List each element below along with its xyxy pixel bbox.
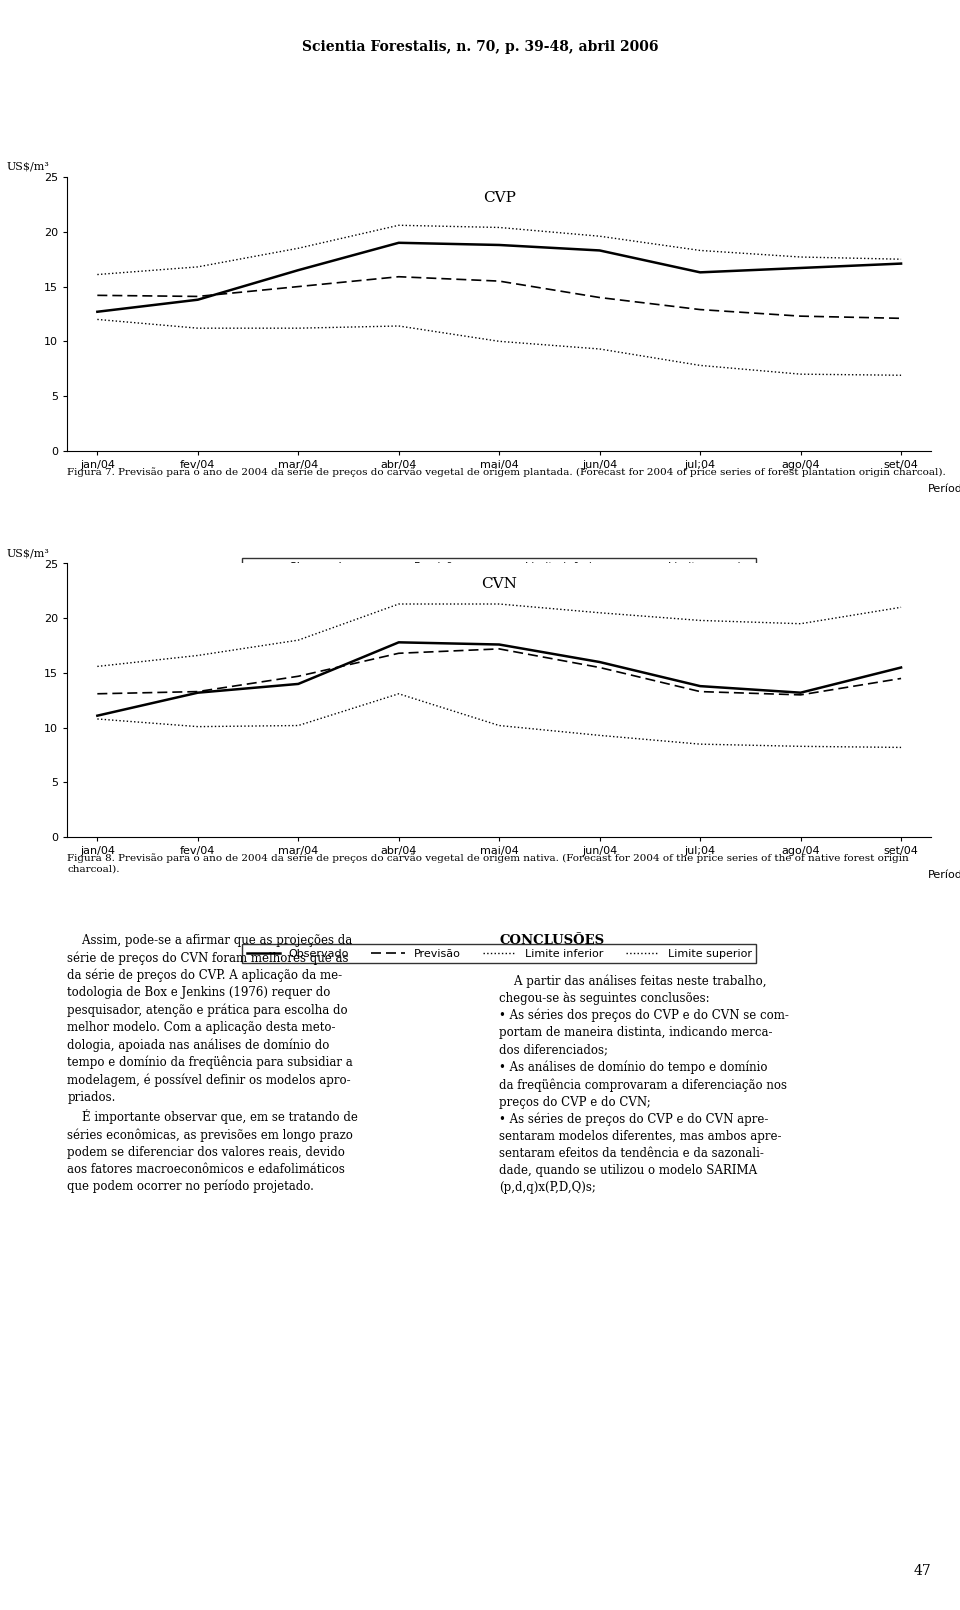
Text: CONCLUSÕES: CONCLUSÕES bbox=[499, 934, 605, 947]
Text: A partir das análises feitas neste trabalho,
chegou-se às seguintes conclusões:
: A partir das análises feitas neste traba… bbox=[499, 974, 789, 1195]
Text: 47: 47 bbox=[914, 1563, 931, 1578]
Text: CVP: CVP bbox=[483, 190, 516, 204]
Text: Figura 8. Previsão para o ano de 2004 da série de preços do carvão vegetal de or: Figura 8. Previsão para o ano de 2004 da… bbox=[67, 853, 909, 874]
Legend: Observado, Previsão, Limite inferior, Limite superior: Observado, Previsão, Limite inferior, Li… bbox=[242, 557, 756, 576]
Text: Scientia Forestalis, n. 70, p. 39-48, abril 2006: Scientia Forestalis, n. 70, p. 39-48, ab… bbox=[301, 40, 659, 55]
Text: CVN: CVN bbox=[481, 576, 517, 591]
Text: Assim, pode-se a afirmar que as projeções da
série de preços do CVN foram melhor: Assim, pode-se a afirmar que as projeçõe… bbox=[67, 934, 358, 1193]
Text: Figura 7. Previsão para o ano de 2004 da série de preços do carvão vegetal de or: Figura 7. Previsão para o ano de 2004 da… bbox=[67, 467, 946, 477]
Text: US$/m³: US$/m³ bbox=[7, 161, 50, 172]
X-axis label: Período: Período bbox=[927, 869, 960, 881]
X-axis label: Período: Período bbox=[927, 483, 960, 494]
Text: US$/m³: US$/m³ bbox=[7, 547, 50, 559]
Legend: Observado, Previsão, Limite inferior, Limite superior: Observado, Previsão, Limite inferior, Li… bbox=[242, 943, 756, 963]
